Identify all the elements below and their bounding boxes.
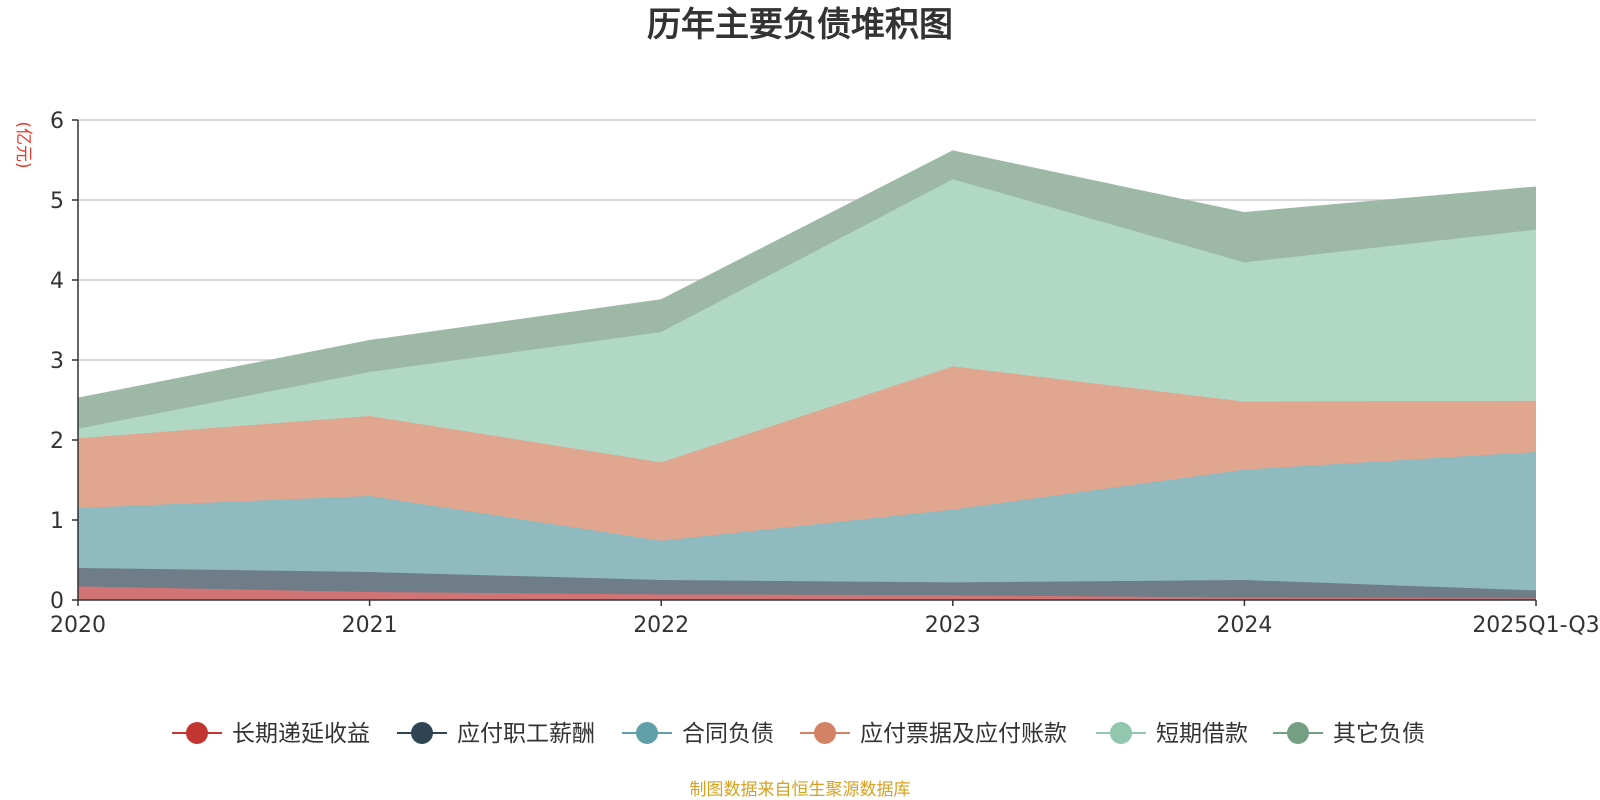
legend-label: 短期借款 [1156, 721, 1248, 747]
legend-marker-icon [636, 722, 658, 744]
axes: 0 1 2 3 4 5 6 2020 2021 2022 2023 2024 2025Q1-Q3 [50, 109, 1600, 638]
legend-marker-icon [186, 722, 208, 744]
legend-label: 合同负债 [682, 721, 774, 747]
legend-item-3: 应付票据及应付账款 [800, 721, 1067, 747]
area-2 [78, 452, 1536, 591]
x-tick-label: 2025Q1-Q3 [1472, 613, 1599, 638]
legend-marker-icon [1110, 722, 1132, 744]
area-0 [78, 586, 1536, 600]
y-tick-label: 1 [50, 509, 64, 534]
area-5 [78, 151, 1536, 429]
chart-title: 历年主要负债堆积图 [647, 5, 953, 45]
y-axis-unit: (亿元) [13, 121, 33, 168]
legend-marker-icon [1287, 722, 1309, 744]
legend-label: 长期递延收益 [232, 721, 370, 747]
source-note: 制图数据来自恒生聚源数据库 [690, 780, 911, 800]
legend-item-2: 合同负债 [622, 721, 774, 747]
area-4 [78, 179, 1536, 463]
legend-label: 应付票据及应付账款 [860, 721, 1067, 747]
y-tick-label: 0 [50, 589, 64, 614]
y-tick-label: 5 [50, 189, 64, 214]
legend-item-5: 其它负债 [1273, 721, 1425, 747]
area-3 [78, 366, 1536, 541]
area-1 [78, 568, 1536, 599]
x-tick-label: 2024 [1216, 613, 1272, 638]
area-series [77, 150, 1537, 600]
legend-marker-icon [814, 722, 836, 744]
y-tick-label: 4 [50, 269, 64, 294]
legend-item-4: 短期借款 [1096, 721, 1248, 747]
legend-item-1: 应付职工薪酬 [397, 721, 595, 747]
legend-item-0: 长期递延收益 [172, 721, 370, 747]
y-tick-label: 3 [50, 349, 64, 374]
x-tick-label: 2022 [633, 613, 689, 638]
x-tick-label: 2023 [925, 613, 981, 638]
legend-label: 应付职工薪酬 [457, 721, 595, 747]
legend-marker-icon [411, 722, 433, 744]
x-tick-label: 2021 [342, 613, 398, 638]
legend-label: 其它负债 [1333, 721, 1425, 747]
y-tick-label: 2 [50, 429, 64, 454]
legend: 长期递延收益 应付职工薪酬 合同负债 应付票据及应付账款 短期借款 其它负债 [172, 721, 1425, 747]
x-tick-label: 2020 [50, 613, 106, 638]
area-edge-5 [77, 150, 1537, 400]
y-tick-label: 6 [50, 109, 64, 134]
